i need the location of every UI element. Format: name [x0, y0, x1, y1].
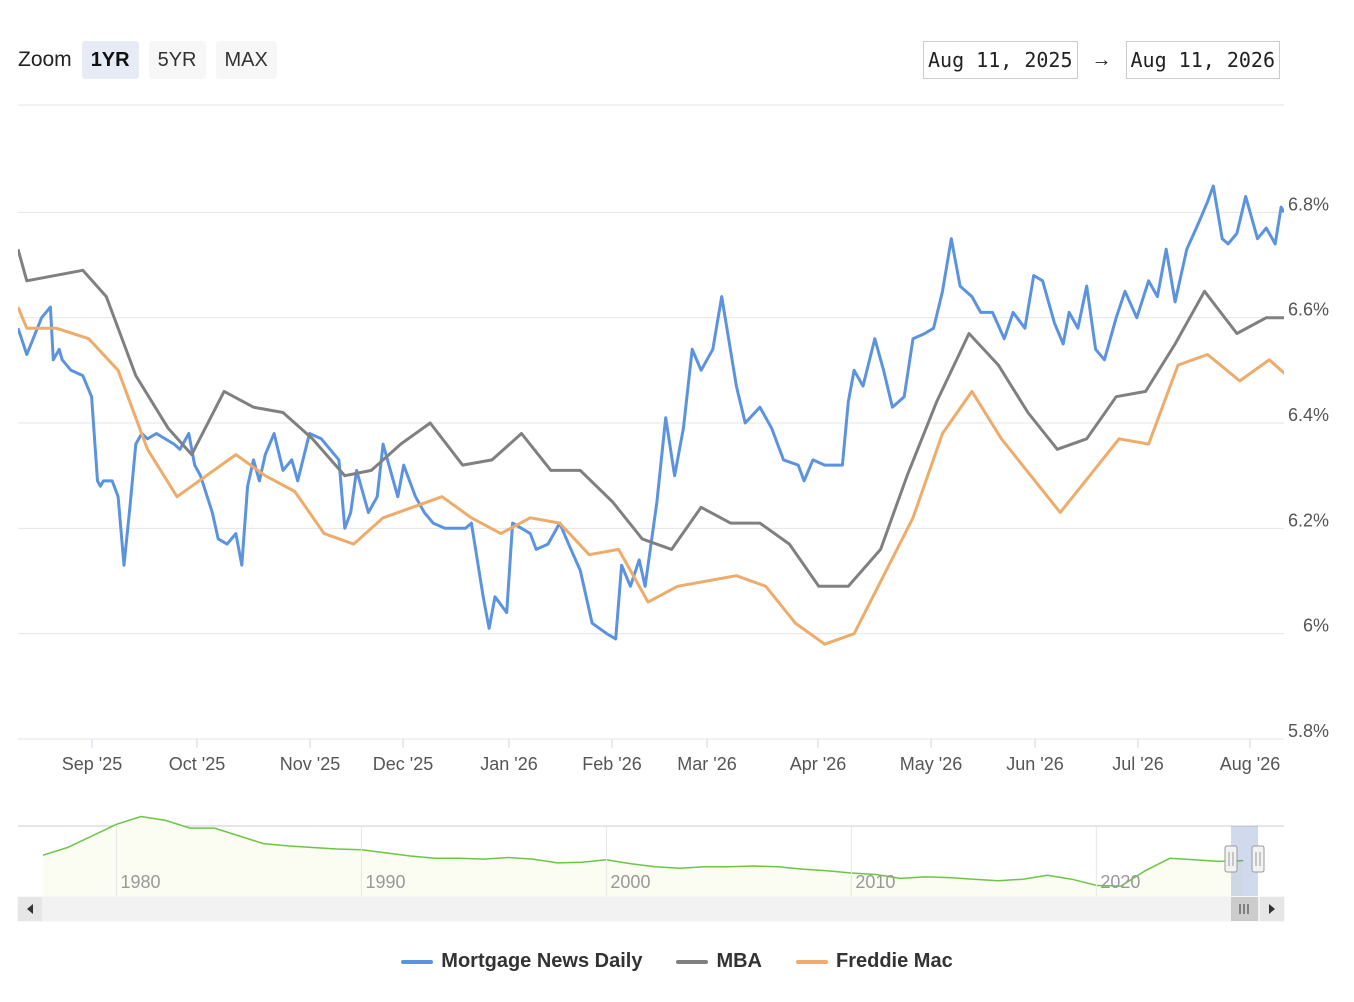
zoom-toolbar: Zoom 1YR 5YR MAX: [18, 40, 287, 80]
navigator-handle[interactable]: [1224, 845, 1238, 873]
x-tick-label: Apr '26: [790, 754, 846, 774]
legend-label-mba: MBA: [716, 950, 762, 972]
zoom-1yr-button[interactable]: 1YR: [81, 41, 139, 79]
x-tick-label: Jul '26: [1112, 754, 1163, 774]
x-tick-label: Aug '26: [1220, 754, 1281, 774]
navigator-series: [42, 815, 1244, 887]
legend-label-freddie: Freddie Mac: [836, 950, 953, 972]
chevron-right-icon: [1269, 904, 1275, 914]
x-tick-label: Sep '25: [62, 754, 123, 774]
x-axis: Sep '25 Oct '25 Nov '25 Dec '25 Jan '26 Feb '…: [62, 739, 1281, 774]
y-tick-label: 6.2%: [1288, 510, 1329, 530]
date-range: Aug 11, 2025 → Aug 11, 2026: [923, 41, 1280, 79]
zoom-label: Zoom: [18, 48, 72, 71]
legend-item-mba[interactable]: MBA: [676, 950, 762, 973]
range-arrow: →: [1091, 48, 1112, 71]
x-tick-label: Dec '25: [373, 754, 433, 774]
navigator[interactable]: 1980 1990 2000 2010 2020: [18, 815, 1284, 897]
y-tick-label: 6%: [1303, 616, 1329, 636]
navigator-area: [43, 816, 1244, 896]
zoom-5yr-button[interactable]: 5YR: [148, 41, 206, 79]
legend: Mortgage News Daily MBA Freddie Mac: [0, 950, 1354, 973]
legend-swatch-mnd: [401, 959, 434, 964]
range-to-input[interactable]: Aug 11, 2026: [1125, 41, 1280, 79]
x-tick-label: Jan '26: [480, 754, 537, 774]
y-tick-label: 6.4%: [1288, 405, 1329, 425]
series-line-mnd: [18, 184, 1284, 641]
x-tick-label: Jun '26: [1006, 754, 1063, 774]
navigator-year-label: 2010: [855, 872, 895, 892]
legend-swatch-freddie: [796, 959, 828, 964]
x-tick-label: Nov '25: [280, 754, 340, 774]
y-axis-labels: 5.8% 6% 6.2% 6.4% 6.6% 6.8%: [1288, 194, 1329, 741]
scrollbar-track[interactable]: [17, 896, 1285, 922]
navigator-year-label: 2020: [1100, 872, 1140, 892]
range-from-input[interactable]: Aug 11, 2025: [923, 41, 1078, 79]
y-tick-label: 5.8%: [1288, 721, 1329, 741]
series-line-mba: [18, 248, 1284, 588]
x-tick-label: Oct '25: [169, 754, 225, 774]
series-line-freddie: [18, 306, 1284, 646]
legend-item-freddie[interactable]: Freddie Mac: [796, 950, 953, 973]
chevron-left-icon: [27, 904, 33, 914]
scrollbar[interactable]: [17, 896, 1285, 922]
x-tick-label: Feb '26: [582, 754, 641, 774]
navigator-handle[interactable]: [1251, 845, 1265, 873]
x-tick-label: May '26: [900, 754, 962, 774]
navigator-year-label: 2000: [610, 872, 650, 892]
legend-swatch-mba: [676, 959, 709, 964]
y-grid: [18, 104, 1284, 740]
x-tick-label: Mar '26: [677, 754, 736, 774]
legend-item-mnd[interactable]: Mortgage News Daily: [401, 950, 642, 973]
series-lines: [18, 184, 1284, 646]
legend-label-mnd: Mortgage News Daily: [441, 950, 643, 972]
y-tick-label: 6.8%: [1288, 194, 1329, 214]
y-tick-label: 6.6%: [1288, 300, 1329, 320]
zoom-max-button[interactable]: MAX: [215, 41, 277, 79]
navigator-year-label: 1980: [120, 872, 160, 892]
navigator-year-label: 1990: [365, 872, 405, 892]
